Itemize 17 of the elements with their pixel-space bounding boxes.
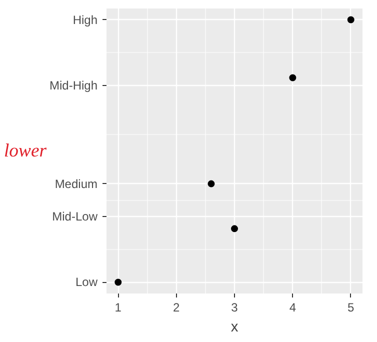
- ref-line-label: Mid-High: [49, 78, 98, 92]
- x-axis-title: x: [230, 320, 239, 336]
- point: [114, 278, 122, 286]
- text: lower: [4, 140, 48, 162]
- point: [289, 74, 296, 82]
- ref-line-label: Low: [75, 275, 98, 290]
- x-tick-label: 1: [114, 300, 122, 314]
- ref-line-label: High: [72, 12, 98, 27]
- x-tick-label: 4: [289, 300, 296, 314]
- x-tick-label: 2: [172, 300, 180, 314]
- point: [208, 180, 215, 188]
- ref-line-label: Medium: [54, 176, 98, 191]
- point: [347, 16, 354, 24]
- x-tick-label: 3: [231, 300, 238, 314]
- x-tick-label: 5: [348, 300, 355, 314]
- point: [231, 225, 238, 232]
- ref-line-label: Mid-Low: [52, 210, 98, 224]
